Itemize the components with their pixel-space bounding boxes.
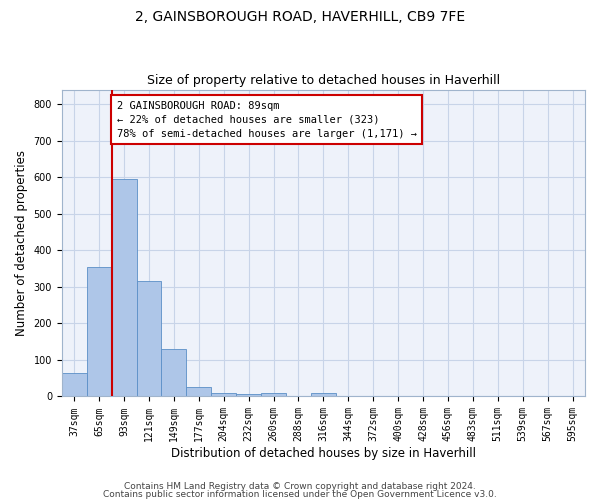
Bar (62, 372, 86, 396)
Bar (261, 393, 286, 396)
Bar (187, 388, 211, 396)
Bar (86, 267, 112, 396)
Title: Size of property relative to detached houses in Haverhill: Size of property relative to detached ho… (147, 74, 500, 87)
Text: 2, GAINSBOROUGH ROAD, HAVERHILL, CB9 7FE: 2, GAINSBOROUGH ROAD, HAVERHILL, CB9 7FE (135, 10, 465, 24)
X-axis label: Distribution of detached houses by size in Haverhill: Distribution of detached houses by size … (171, 447, 476, 460)
Text: 2 GAINSBOROUGH ROAD: 89sqm
← 22% of detached houses are smaller (323)
78% of sem: 2 GAINSBOROUGH ROAD: 89sqm ← 22% of deta… (116, 100, 416, 138)
Bar (112, 179, 137, 396)
Bar (137, 282, 161, 397)
Bar (236, 394, 261, 396)
Bar (311, 393, 336, 396)
Text: Contains HM Land Registry data © Crown copyright and database right 2024.: Contains HM Land Registry data © Crown c… (124, 482, 476, 491)
Text: Contains public sector information licensed under the Open Government Licence v3: Contains public sector information licen… (103, 490, 497, 499)
Bar (161, 349, 187, 397)
Y-axis label: Number of detached properties: Number of detached properties (15, 150, 28, 336)
Bar (211, 393, 236, 396)
